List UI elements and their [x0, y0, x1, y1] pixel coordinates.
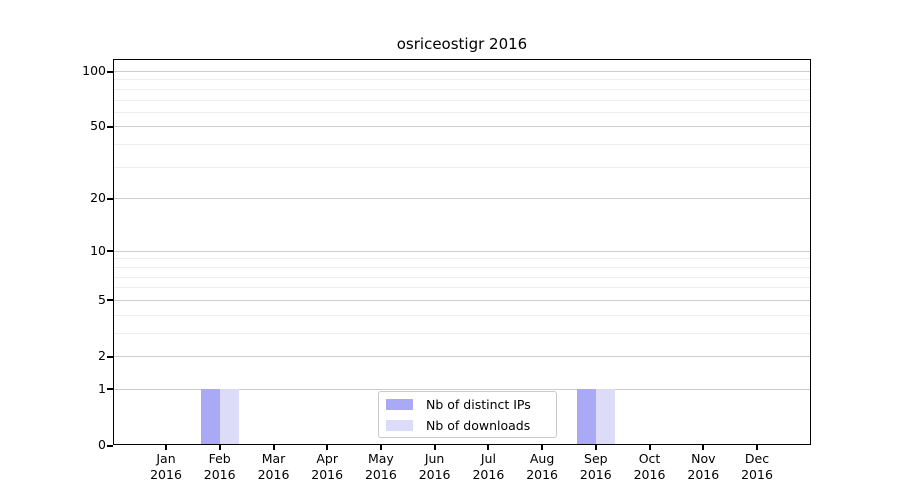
x-tick [433, 445, 436, 450]
x-tick-label: Oct 2016 [633, 451, 666, 482]
x-tick-label: Aug 2016 [526, 451, 558, 482]
gridline-major [114, 71, 810, 72]
gridline-major [114, 299, 810, 301]
gridline-minor [114, 276, 810, 278]
y-tick [107, 250, 113, 253]
gridline-minor [114, 88, 810, 90]
y-tick [107, 444, 113, 447]
x-tick-label: Sep 2016 [579, 451, 612, 482]
y-tick-label: 1 [98, 380, 106, 396]
x-tick [379, 445, 382, 450]
gridline-major [114, 126, 810, 128]
gridline-major [114, 198, 810, 200]
x-tick [594, 445, 597, 450]
gridline-minor [114, 314, 810, 316]
y-tick [107, 299, 113, 302]
legend-item-distinct-ips: Nb of distinct IPs [386, 395, 556, 413]
y-tick-label: 0 [98, 437, 106, 452]
y-tick [107, 388, 113, 391]
legend-swatch-downloads-icon [386, 419, 413, 431]
gridline-major [114, 388, 810, 390]
gridline-minor [114, 99, 810, 101]
y-tick [107, 197, 113, 200]
y-tick-label: 20 [90, 190, 106, 206]
legend-label-downloads: Nb of downloads [426, 417, 531, 433]
gridline-major [114, 356, 810, 357]
x-tick-label: Dec 2016 [741, 451, 773, 482]
y-tick-label: 100 [82, 63, 106, 78]
y-tick-label: 50 [90, 118, 106, 134]
legend-swatch-distinct-ips-icon [386, 398, 413, 410]
chart-title: osriceostigr 2016 [396, 35, 528, 53]
gridline-minor [114, 266, 810, 268]
gridline-major [114, 250, 810, 252]
x-tick [487, 445, 490, 450]
x-tick-label: Mar 2016 [257, 451, 290, 482]
x-tick-label: Jul 2016 [472, 451, 505, 482]
legend: Nb of distinct IPs Nb of downloads [378, 391, 557, 438]
y-tick [107, 70, 113, 73]
x-tick [326, 445, 329, 450]
y-tick-label: 2 [98, 348, 106, 363]
bar-distinct-ips [576, 388, 596, 445]
y-tick [107, 355, 113, 358]
legend-item-downloads: Nb of downloads [386, 416, 556, 434]
gridline-minor [114, 332, 810, 334]
x-tick [756, 445, 758, 450]
x-tick [272, 445, 275, 450]
bar-distinct-ips [200, 388, 220, 445]
legend-label-distinct-ips: Nb of distinct IPs [426, 396, 531, 412]
x-tick-label: May 2016 [364, 451, 397, 482]
y-tick-label: 5 [98, 291, 106, 307]
x-tick [648, 445, 651, 450]
x-tick [165, 445, 167, 450]
x-tick-label: Nov 2016 [687, 451, 720, 482]
gridline-minor [114, 287, 810, 289]
gridline-minor [114, 166, 810, 168]
x-tick-label: Jun 2016 [418, 451, 451, 482]
gridline-minor [114, 79, 810, 81]
y-tick-label: 10 [90, 242, 106, 258]
bar-downloads [219, 388, 239, 445]
x-tick [218, 445, 221, 450]
gridline-minor [114, 111, 810, 113]
x-tick [541, 445, 544, 450]
x-tick-label: Feb 2016 [203, 451, 236, 482]
x-tick-label: Jan 2016 [150, 451, 182, 482]
x-tick-label: Apr 2016 [311, 451, 344, 482]
gridline-minor [114, 144, 810, 146]
bar-downloads [595, 388, 615, 445]
y-tick [107, 125, 113, 128]
gridline-minor [114, 258, 810, 260]
x-tick [702, 445, 705, 450]
